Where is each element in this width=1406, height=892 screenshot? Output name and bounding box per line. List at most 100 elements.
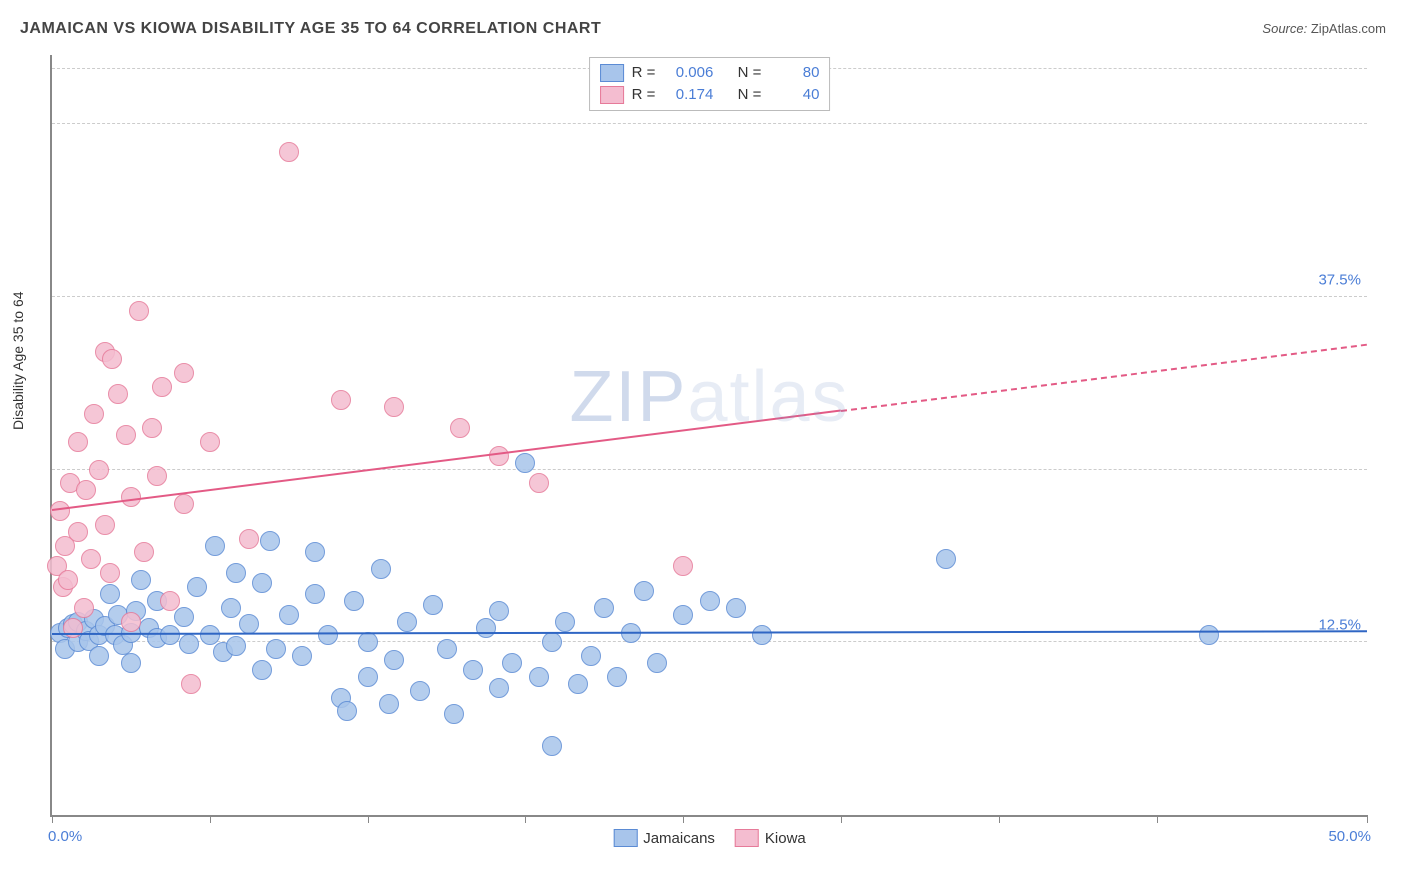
legend-n-label: N = xyxy=(738,62,762,84)
data-point xyxy=(205,536,225,556)
legend-r-label: R = xyxy=(632,62,656,84)
x-tick xyxy=(1157,815,1158,823)
series-legend-label: Kiowa xyxy=(765,830,806,847)
data-point xyxy=(174,494,194,514)
source-name: ZipAtlas.com xyxy=(1311,21,1386,36)
data-point xyxy=(331,390,351,410)
data-point xyxy=(594,598,614,618)
data-point xyxy=(200,432,220,452)
data-point xyxy=(116,425,136,445)
data-point xyxy=(129,301,149,321)
data-point xyxy=(152,377,172,397)
legend-r-value: 0.006 xyxy=(663,62,713,84)
data-point xyxy=(84,404,104,424)
data-point xyxy=(121,653,141,673)
source-label: Source: xyxy=(1262,21,1307,36)
data-point xyxy=(397,612,417,632)
data-point xyxy=(305,584,325,604)
x-tick xyxy=(1367,815,1368,823)
data-point xyxy=(384,650,404,670)
data-point xyxy=(726,598,746,618)
data-point xyxy=(108,384,128,404)
data-point xyxy=(68,522,88,542)
legend-swatch xyxy=(613,829,637,847)
gridline xyxy=(52,641,1367,642)
data-point xyxy=(252,573,272,593)
series-legend-item: Kiowa xyxy=(735,829,806,847)
data-point xyxy=(50,501,70,521)
data-point xyxy=(63,618,83,638)
data-point xyxy=(89,646,109,666)
chart-title: JAMAICAN VS KIOWA DISABILITY AGE 35 TO 6… xyxy=(20,20,601,38)
data-point xyxy=(542,632,562,652)
data-point xyxy=(542,736,562,756)
data-point xyxy=(89,460,109,480)
legend-r-label: R = xyxy=(632,84,656,106)
data-point xyxy=(752,625,772,645)
data-point xyxy=(502,653,522,673)
series-legend: Jamaicans Kiowa xyxy=(613,829,806,847)
data-point xyxy=(647,653,667,673)
data-point xyxy=(221,598,241,618)
data-point xyxy=(226,563,246,583)
data-point xyxy=(252,660,272,680)
gridline xyxy=(52,469,1367,470)
x-tick xyxy=(841,815,842,823)
data-point xyxy=(337,701,357,721)
data-point xyxy=(181,674,201,694)
source-attribution: Source: ZipAtlas.com xyxy=(1262,21,1386,36)
x-tick xyxy=(683,815,684,823)
data-point xyxy=(673,605,693,625)
y-axis-label: Disability Age 35 to 64 xyxy=(10,291,26,430)
data-point xyxy=(266,639,286,659)
data-point xyxy=(489,446,509,466)
data-point xyxy=(489,678,509,698)
legend-n-label: N = xyxy=(738,84,762,106)
data-point xyxy=(410,681,430,701)
data-point xyxy=(384,397,404,417)
data-point xyxy=(58,570,78,590)
gridline xyxy=(52,296,1367,297)
data-point xyxy=(555,612,575,632)
data-point xyxy=(358,667,378,687)
data-point xyxy=(95,515,115,535)
data-point xyxy=(239,614,259,634)
watermark-prefix: ZIP xyxy=(569,357,687,437)
data-point xyxy=(444,704,464,724)
x-tick xyxy=(210,815,211,823)
data-point xyxy=(450,418,470,438)
legend-n-value: 80 xyxy=(769,62,819,84)
data-point xyxy=(100,584,120,604)
data-point xyxy=(147,466,167,486)
data-point xyxy=(529,473,549,493)
data-point xyxy=(121,612,141,632)
data-point xyxy=(700,591,720,611)
data-point xyxy=(371,559,391,579)
data-point xyxy=(305,542,325,562)
data-point xyxy=(179,634,199,654)
series-legend-item: Jamaicans xyxy=(613,829,715,847)
x-tick-label-min: 0.0% xyxy=(48,828,82,845)
trend-line xyxy=(841,343,1367,411)
data-point xyxy=(463,660,483,680)
data-point xyxy=(74,598,94,618)
correlation-legend: R = 0.006 N = 80R =0.174 N =40 xyxy=(589,57,831,111)
x-tick xyxy=(999,815,1000,823)
series-legend-label: Jamaicans xyxy=(643,830,715,847)
x-tick-label-max: 50.0% xyxy=(1328,828,1371,845)
data-point xyxy=(607,667,627,687)
x-tick xyxy=(52,815,53,823)
legend-row: R =0.174 N =40 xyxy=(600,84,820,106)
data-point xyxy=(174,363,194,383)
scatter-plot: ZIPatlas R =0.006 N =80R =0.174 N =40 Ja… xyxy=(50,55,1367,817)
data-point xyxy=(279,142,299,162)
data-point xyxy=(344,591,364,611)
data-point xyxy=(131,570,151,590)
data-point xyxy=(279,605,299,625)
y-tick-label: 37.5% xyxy=(1318,271,1361,288)
data-point xyxy=(568,674,588,694)
data-point xyxy=(292,646,312,666)
data-point xyxy=(187,577,207,597)
data-point xyxy=(174,607,194,627)
data-point xyxy=(379,694,399,714)
